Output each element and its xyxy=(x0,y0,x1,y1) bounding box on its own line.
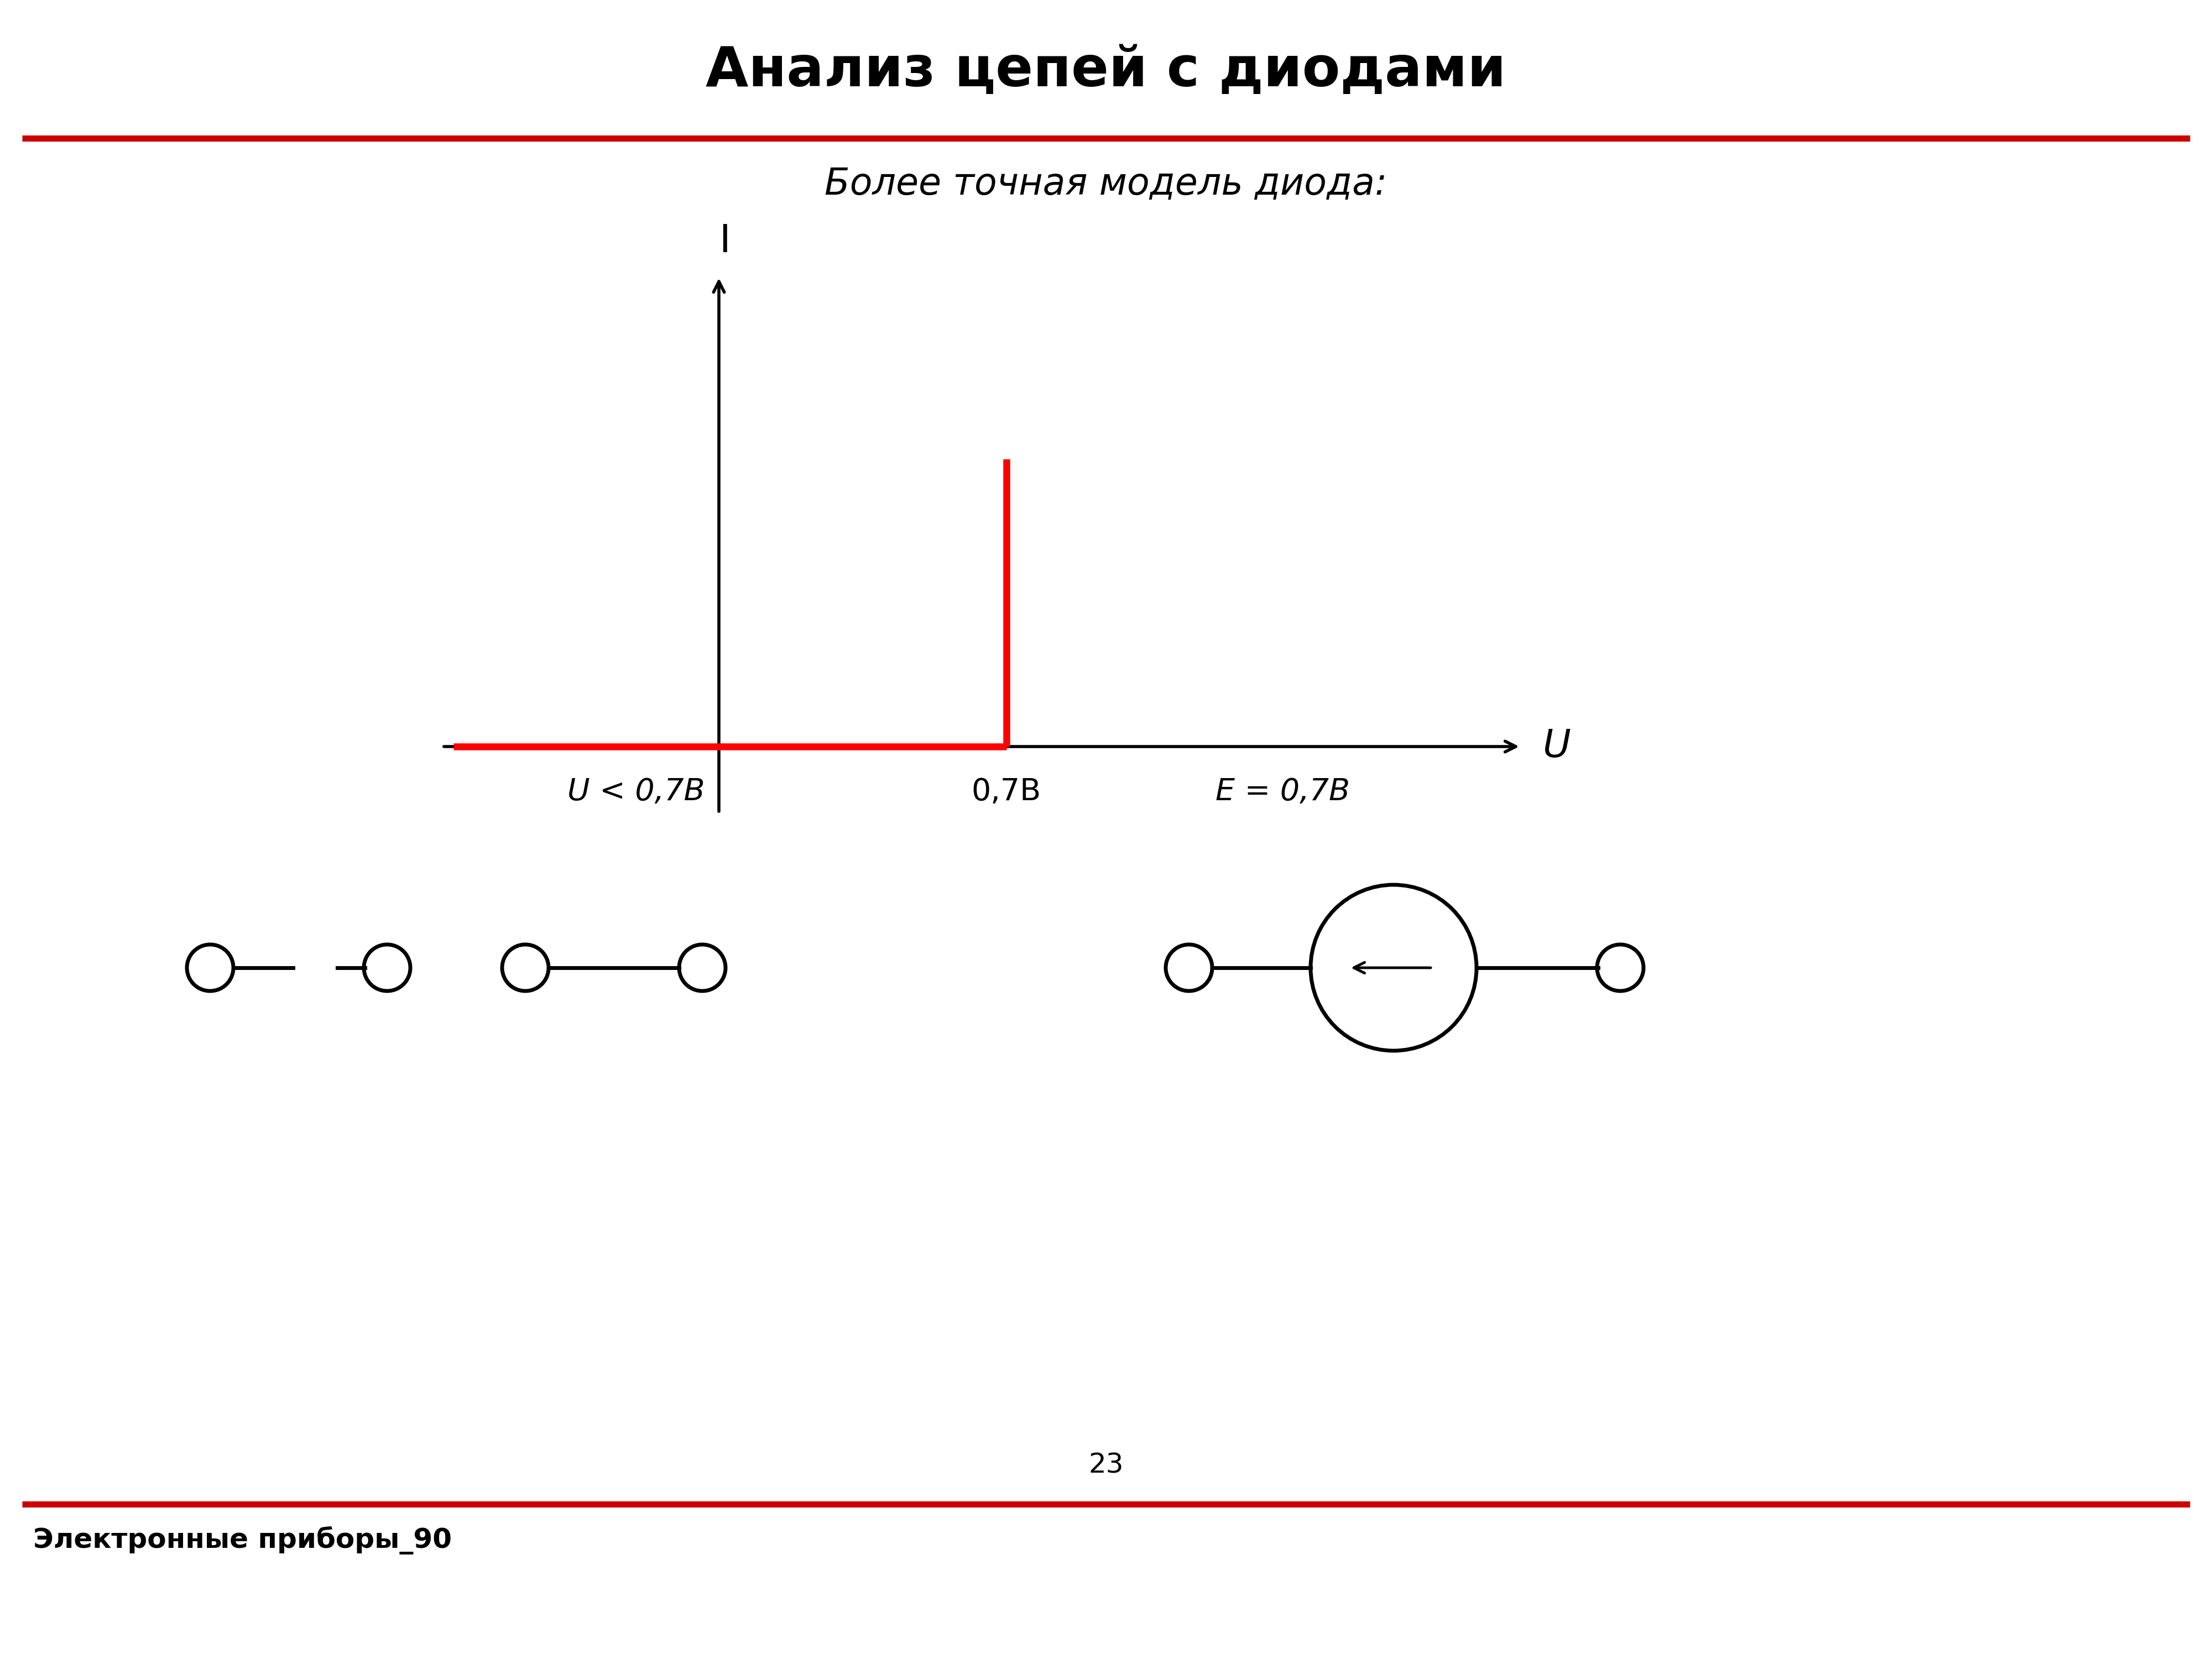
Text: 23: 23 xyxy=(1088,1452,1124,1478)
Text: I: I xyxy=(719,222,730,260)
Text: E = 0,7В: E = 0,7В xyxy=(1217,776,1349,806)
Text: U: U xyxy=(1544,728,1571,765)
Text: Более точная модель диода:: Более точная модель диода: xyxy=(825,166,1387,202)
Text: U < 0,7В: U < 0,7В xyxy=(566,776,706,806)
Text: Электронные приборы_90: Электронные приборы_90 xyxy=(33,1526,451,1554)
Text: Анализ цепей с диодами: Анализ цепей с диодами xyxy=(706,45,1506,98)
Text: 0,7В: 0,7В xyxy=(971,776,1042,806)
